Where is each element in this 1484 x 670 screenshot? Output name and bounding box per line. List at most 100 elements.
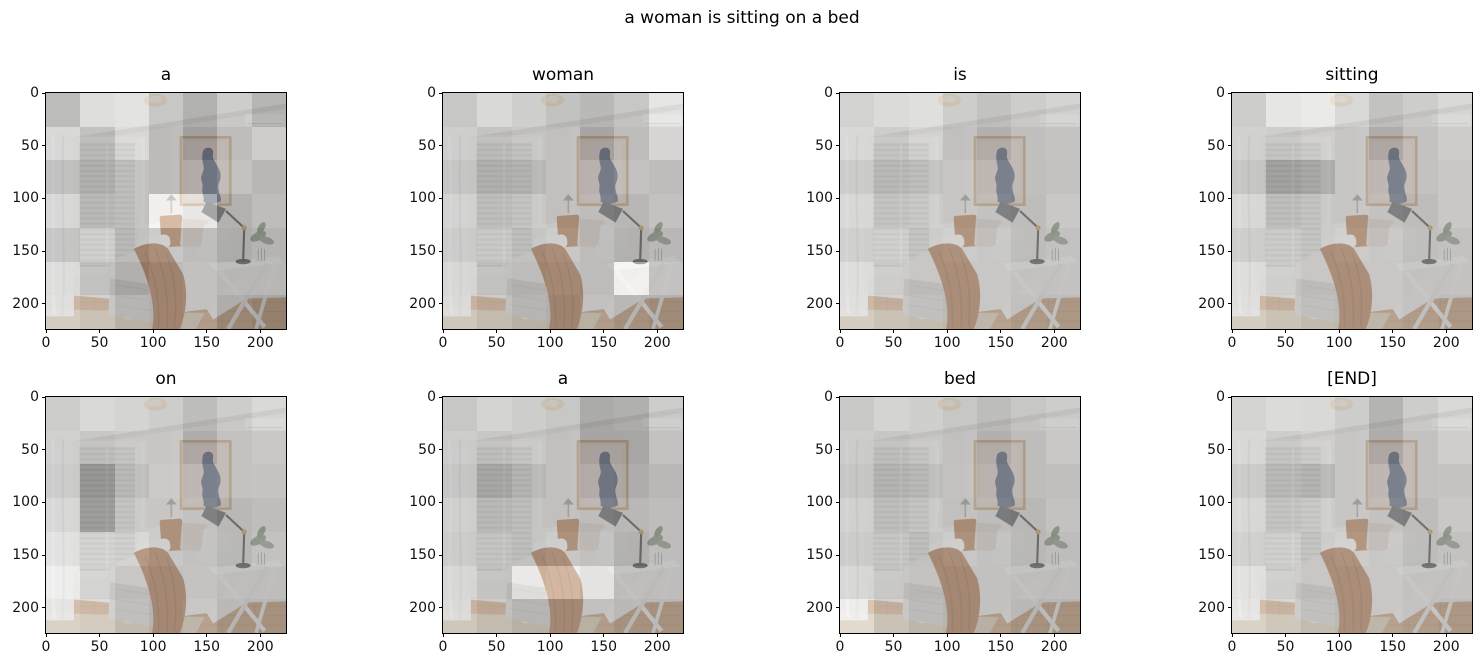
y-tick-mark bbox=[1228, 501, 1232, 503]
attention-cell bbox=[114, 599, 149, 633]
attention-cell bbox=[580, 227, 615, 262]
x-tick-label: 100 bbox=[933, 335, 961, 351]
attention-cell bbox=[443, 565, 478, 600]
attention-overlay bbox=[1232, 397, 1472, 633]
y-tick-label: 200 bbox=[12, 295, 39, 312]
attention-cell bbox=[80, 126, 115, 161]
attention-cell bbox=[1369, 93, 1404, 127]
attention-cell bbox=[183, 430, 218, 465]
attention-cell bbox=[80, 194, 115, 228]
attention-cell bbox=[545, 160, 581, 195]
attention-overlay bbox=[443, 93, 683, 329]
y-tick-mark bbox=[836, 396, 840, 398]
attention-cell bbox=[477, 565, 512, 600]
y-tick-mark bbox=[42, 607, 46, 609]
attention-cell bbox=[477, 599, 512, 633]
attention-cell bbox=[840, 295, 875, 329]
attention-cell bbox=[251, 160, 286, 195]
attention-cell bbox=[1369, 227, 1404, 262]
attention-cell bbox=[217, 531, 252, 566]
attention-cell bbox=[1403, 565, 1438, 600]
y-tick-mark bbox=[439, 449, 443, 451]
x-tick-mark bbox=[99, 329, 101, 333]
subplot-token-1: a 0 50 100 150 200 0 50 100 150 200 bbox=[12, 65, 287, 351]
x-tick-mark bbox=[1231, 329, 1233, 333]
attention-cell bbox=[46, 227, 81, 262]
attention-cell bbox=[148, 194, 184, 228]
y-tick-label: 150 bbox=[1198, 243, 1225, 260]
attention-cell bbox=[1403, 531, 1438, 566]
attention-cell bbox=[1011, 295, 1046, 329]
x-tick-mark bbox=[152, 329, 154, 333]
attention-cell bbox=[1011, 599, 1046, 633]
attention-cell bbox=[217, 498, 252, 532]
attention-cell bbox=[1300, 531, 1335, 566]
attention-cell bbox=[477, 397, 512, 431]
attention-cell bbox=[648, 160, 683, 195]
attention-cell bbox=[1437, 498, 1472, 532]
y-tick-mark bbox=[42, 501, 46, 503]
x-tick-mark bbox=[1445, 633, 1447, 637]
attention-cell bbox=[114, 531, 149, 566]
attention-cell bbox=[977, 397, 1012, 431]
y-tick-mark bbox=[836, 145, 840, 147]
attention-cell bbox=[1437, 295, 1472, 329]
attention-cell bbox=[580, 93, 615, 127]
attention-cell bbox=[908, 160, 943, 195]
attention-cell bbox=[477, 194, 512, 228]
attention-cell bbox=[874, 397, 909, 431]
y-tick-label: 200 bbox=[806, 295, 833, 312]
attention-cell bbox=[614, 599, 649, 633]
x-tick-mark bbox=[442, 633, 444, 637]
attention-cell bbox=[217, 261, 252, 296]
attention-cell bbox=[942, 160, 978, 195]
x-tick-label: 50 bbox=[90, 639, 109, 655]
x-tick-mark bbox=[1000, 329, 1002, 333]
attention-cell bbox=[1369, 295, 1404, 329]
subplot-token-7: bed 0 50 100 150 200 0 50 100 150 200 bbox=[806, 369, 1081, 655]
attention-cell bbox=[1232, 599, 1267, 633]
x-tick-mark bbox=[442, 329, 444, 333]
attention-cell bbox=[511, 93, 546, 127]
y-tick-mark bbox=[836, 607, 840, 609]
y-tick-label: 100 bbox=[12, 190, 39, 207]
x-tick-label: 150 bbox=[590, 335, 618, 351]
x-tick-mark bbox=[839, 329, 841, 333]
attention-cell bbox=[1334, 93, 1370, 127]
attention-cell bbox=[1403, 126, 1438, 161]
attention-cell bbox=[1300, 430, 1335, 465]
attention-cell bbox=[1045, 531, 1080, 566]
x-tick-label: 200 bbox=[246, 639, 274, 655]
attention-cell bbox=[1369, 261, 1404, 296]
y-tick-label: 50 bbox=[418, 137, 436, 154]
y-tick-label: 0 bbox=[824, 389, 833, 405]
attention-cell bbox=[114, 160, 149, 195]
attention-cell bbox=[443, 599, 478, 633]
attention-cell bbox=[1334, 126, 1370, 161]
y-tick-mark bbox=[836, 303, 840, 305]
attention-cell bbox=[511, 498, 546, 532]
attention-cell bbox=[1011, 261, 1046, 296]
attention-cell bbox=[1300, 295, 1335, 329]
subplot-title: a bbox=[557, 369, 569, 389]
attention-cell bbox=[443, 194, 478, 228]
attention-cell bbox=[545, 397, 581, 431]
y-tick-label: 0 bbox=[30, 85, 39, 101]
attention-overlay bbox=[46, 397, 286, 633]
attention-cell bbox=[1403, 397, 1438, 431]
x-tick-mark bbox=[1392, 329, 1394, 333]
attention-cell bbox=[545, 599, 581, 633]
y-tick-mark bbox=[42, 396, 46, 398]
attention-cell bbox=[874, 93, 909, 127]
attention-cell bbox=[580, 599, 615, 633]
x-tick-mark bbox=[1053, 329, 1055, 333]
attention-cell bbox=[1011, 531, 1046, 566]
attention-cell bbox=[1334, 464, 1370, 499]
attention-cell bbox=[1334, 227, 1370, 262]
attention-cell bbox=[580, 498, 615, 532]
attention-cell bbox=[80, 160, 115, 195]
y-tick-mark bbox=[1228, 197, 1232, 199]
y-tick-label: 50 bbox=[21, 137, 39, 154]
attention-cell bbox=[908, 565, 943, 600]
